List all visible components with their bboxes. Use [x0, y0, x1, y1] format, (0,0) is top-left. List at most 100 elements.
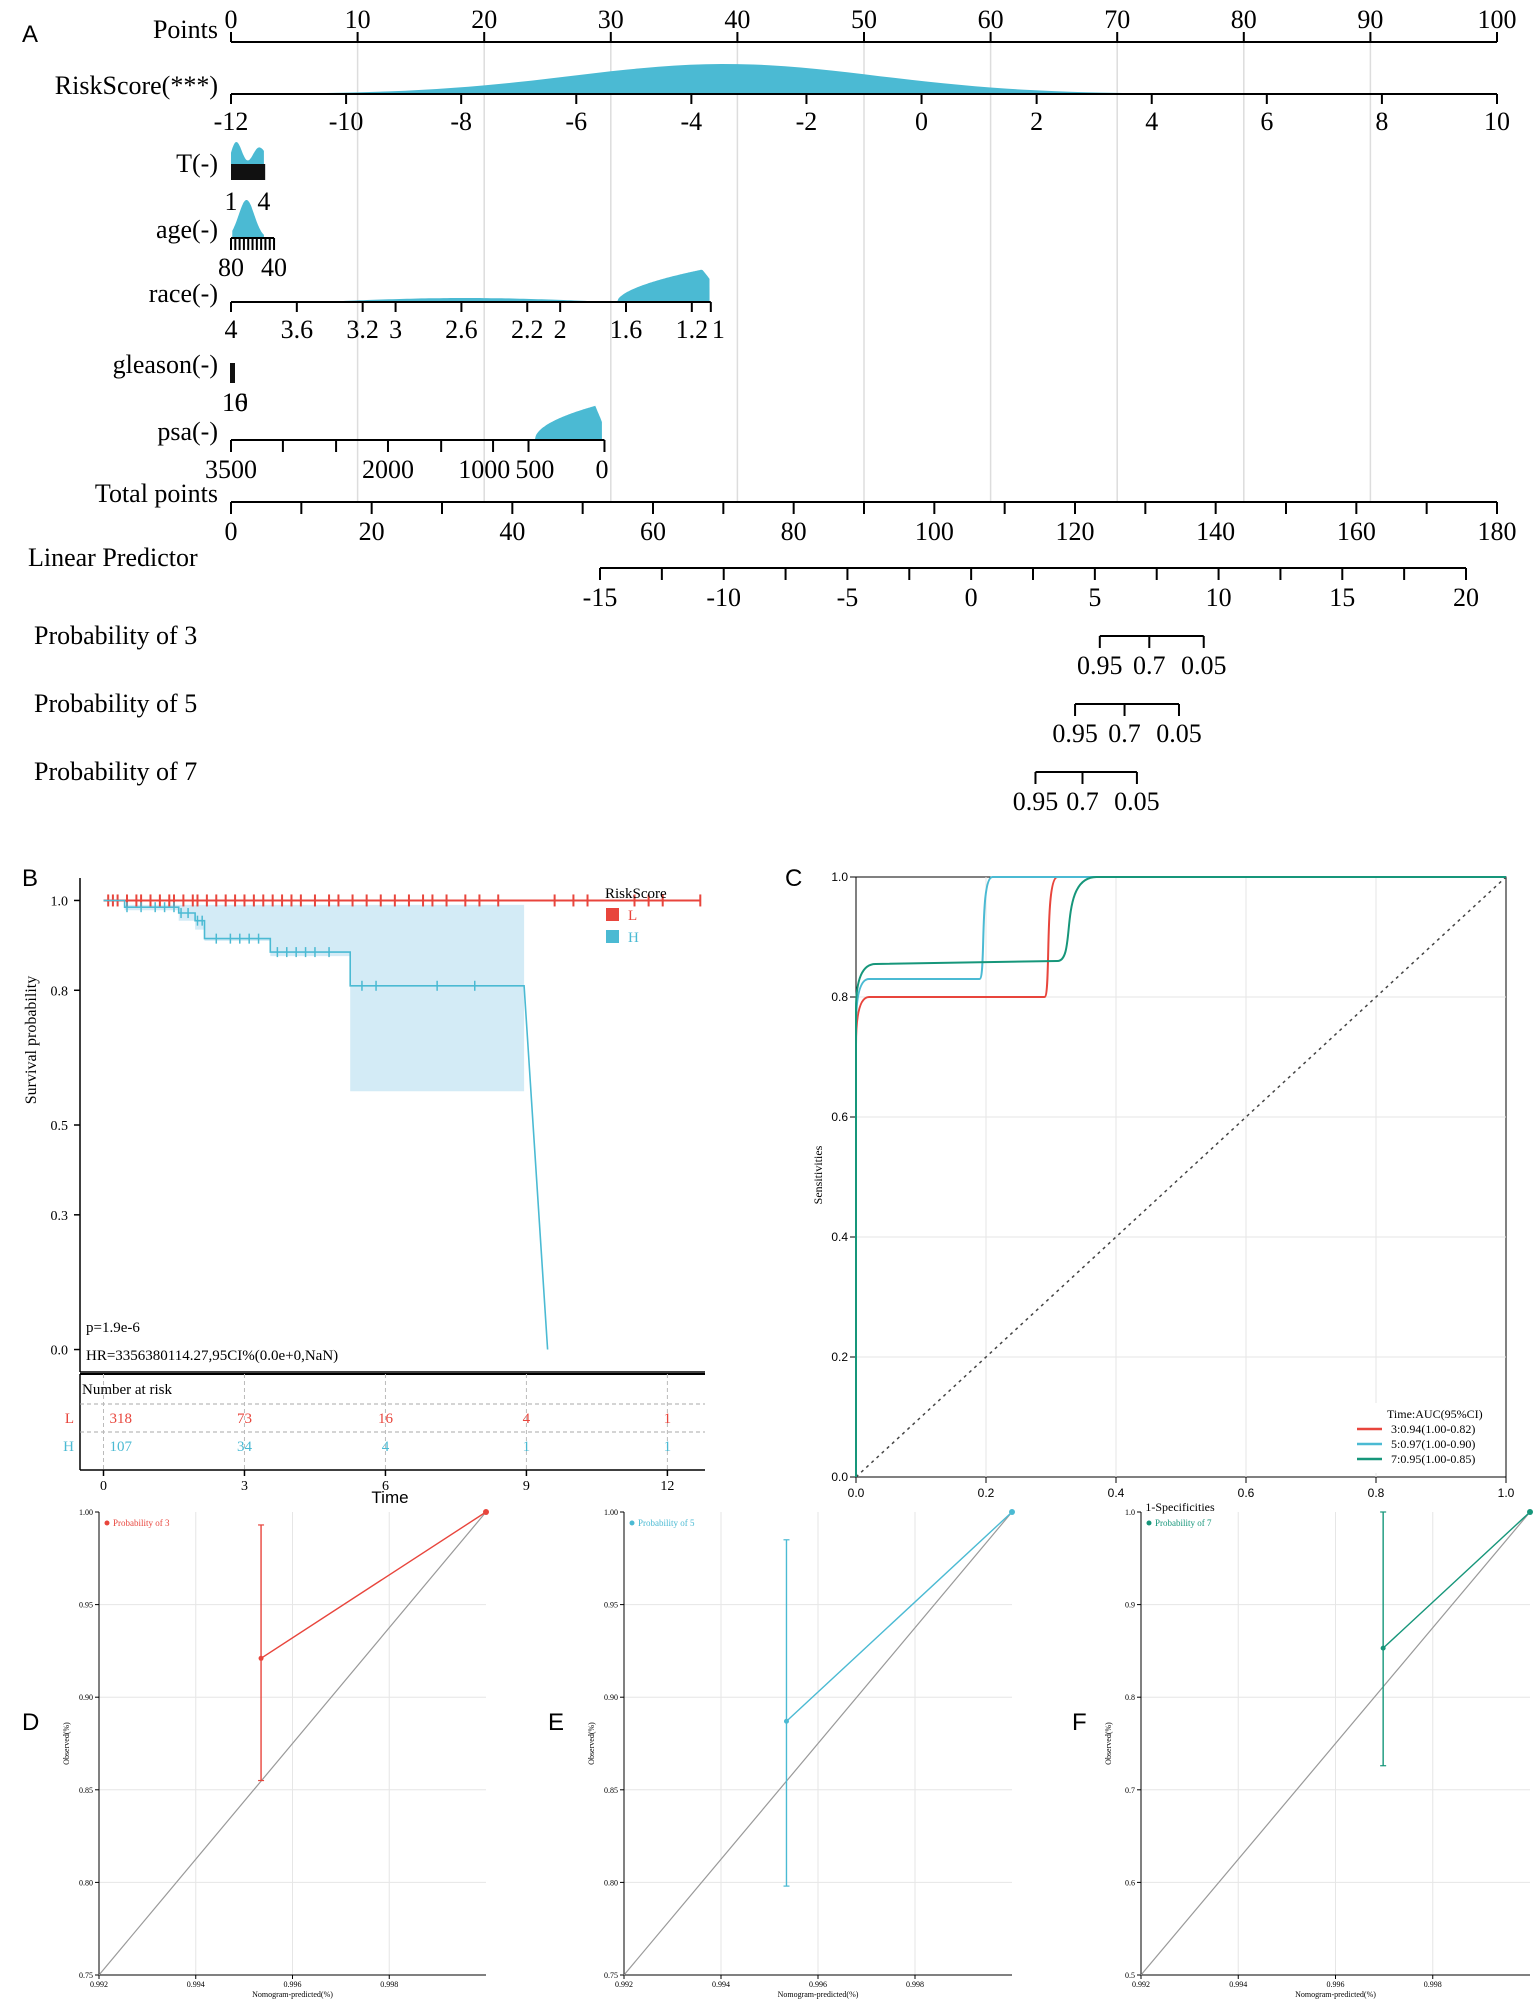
risk-table-value: 4: [523, 1411, 531, 1427]
h-confidence-band: [124, 904, 525, 1092]
y-tick-label: 0.75: [79, 1971, 93, 1980]
roc-curve-7: [855, 876, 1506, 1477]
y-axis-title: Observed(%): [587, 1722, 596, 1765]
risk-table-value: 1: [523, 1439, 531, 1455]
psa-tick-label: 2000: [362, 455, 414, 484]
total-points-tick-label: 100: [915, 517, 954, 546]
riskscore-label: RiskScore(***): [55, 71, 218, 100]
x-tick-label: 0: [100, 1479, 107, 1494]
total-points-tick-label: 120: [1056, 517, 1095, 546]
race-tick-label: 1: [712, 315, 725, 344]
calibration-point: [783, 1718, 789, 1724]
race-tick-label: 3.6: [281, 315, 314, 344]
x-axis-title: Nomogram-predicted(%): [1295, 1990, 1376, 1999]
y-tick-label: 0.4: [831, 1230, 848, 1244]
y-tick-label: 0.95: [79, 1601, 93, 1610]
risk-table-value: 73: [237, 1411, 252, 1427]
y-tick-label: 1.00: [79, 1508, 93, 1517]
x-tick-label: 0.0: [848, 1486, 865, 1500]
p-value-annotation: p=1.9e-6: [86, 1320, 140, 1336]
risk-table-title: Number at risk: [82, 1382, 172, 1398]
y-tick-label: 0.8: [51, 984, 69, 999]
hr-annotation: HR=3356380114.27,95CI%(0.0e+0,NaN): [86, 1348, 338, 1364]
points-tick-label: 10: [345, 5, 371, 34]
x-tick-label: 0.998: [380, 1980, 398, 1989]
x-tick-label: 9: [523, 1479, 530, 1494]
panel-labels: A B C D E F: [22, 21, 1087, 1736]
calibration-line: [260, 1511, 487, 1659]
x-tick-label: 6: [382, 1479, 389, 1494]
panel-f-calibration: 0.992 0.994 0.996 0.998 0.5 0.6 0.7 0.8 0.9 1.0 Pr…: [1104, 1508, 1533, 1999]
y-axis-title: Observed(%): [1104, 1722, 1113, 1765]
riskscore-tick-label: 4: [1145, 107, 1158, 136]
legend-label: 5:0.97(1.00-0.90): [1391, 1437, 1475, 1451]
y-tick-label: 0.85: [604, 1786, 618, 1795]
y-tick-label: 0.2: [831, 1350, 848, 1364]
probability-tick-label: 0.7: [1108, 719, 1141, 748]
points-tick-label: 90: [1357, 5, 1383, 34]
calibration-point: [1527, 1509, 1533, 1515]
panel-a-nomogram: Points 0 10 20 30 40 50 60 70 80 90 100RiskScore(**…: [28, 5, 1517, 816]
linear-predictor-tick-label: -5: [837, 583, 859, 612]
y-tick-label: 0.5: [1125, 1971, 1135, 1980]
race-tick-label: 3.2: [346, 315, 379, 344]
race-tick-label: 1.2: [676, 315, 709, 344]
probability-7-label: Probability of 7: [34, 757, 197, 786]
legend-label-l: L: [628, 908, 637, 924]
y-tick-label: 0.75: [604, 1971, 618, 1980]
points-tick-label: 30: [598, 5, 624, 34]
x-axis-title: Nomogram-predicted(%): [252, 1990, 333, 1999]
t-rug: [231, 164, 266, 180]
probability-3-label: Probability of 3: [34, 621, 197, 650]
points-tick-label: 50: [851, 5, 877, 34]
total-points-tick-label: 40: [499, 517, 525, 546]
calibration-point: [1009, 1509, 1015, 1515]
x-tick-label: 0.8: [1368, 1486, 1385, 1500]
risk-table-value: 1: [664, 1439, 672, 1455]
panel-label-f: F: [1072, 1709, 1087, 1736]
points-tick-label: 70: [1104, 5, 1130, 34]
calibration-line: [785, 1511, 1013, 1722]
legend-marker: [1146, 1520, 1152, 1526]
race-density-high: [617, 269, 710, 302]
y-tick-label: 0.3: [51, 1209, 69, 1224]
race-tick-label: 2.6: [445, 315, 478, 344]
x-tick-label: 0.6: [1238, 1486, 1255, 1500]
race-tick-label: 2.2: [511, 315, 544, 344]
legend-label: 3:0.94(1.00-0.82): [1391, 1422, 1475, 1436]
age-density: [232, 200, 264, 238]
race-label: race(-): [149, 279, 218, 308]
ideal-diagonal: [1140, 1511, 1531, 1976]
x-tick-label: 0.996: [1327, 1980, 1345, 1989]
y-tick-label: 0.80: [79, 1878, 93, 1887]
points-tick-label: 40: [724, 5, 750, 34]
panel-label-a: A: [22, 21, 38, 48]
total-points-tick-label: 0: [225, 517, 238, 546]
riskscore-tick-label: 10: [1484, 107, 1510, 136]
gleason-tick-label: 6: [235, 388, 248, 417]
points-tick-label: 100: [1478, 5, 1517, 34]
legend-label: Probability of 3: [113, 1518, 170, 1528]
race-tick-label: 4: [225, 315, 238, 344]
t-tick-label: 1: [225, 187, 238, 216]
x-tick-label: 1.0: [1498, 1486, 1515, 1500]
h-survival-line: [103, 899, 549, 1350]
linear-predictor-tick-label: 20: [1453, 583, 1479, 612]
linear-predictor-tick-label: -15: [583, 583, 618, 612]
riskscore-tick-label: -2: [796, 107, 818, 136]
y-tick-label: 1.0: [1125, 1508, 1135, 1517]
legend-box: [1352, 1403, 1504, 1473]
total-points-label: Total points: [95, 479, 218, 508]
points-label: Points: [153, 15, 218, 44]
gleason-label: gleason(-): [113, 350, 218, 379]
age-tick-label: 80: [218, 253, 244, 282]
probability-tick-label: 0.95: [1052, 719, 1098, 748]
race-tick-label: 2: [554, 315, 567, 344]
risk-table-value: 318: [109, 1411, 132, 1427]
gleason-tick-label: 10: [222, 388, 248, 417]
psa-density: [534, 405, 602, 440]
panel-d-calibration: 0.992 0.994 0.996 0.998 0.75 0.80 0.85 0.90 0.95…: [62, 1508, 489, 1999]
probability-tick-label: 0.95: [1077, 651, 1123, 680]
x-tick-label: 0.992: [615, 1980, 633, 1989]
x-tick-label: 0.992: [90, 1980, 108, 1989]
